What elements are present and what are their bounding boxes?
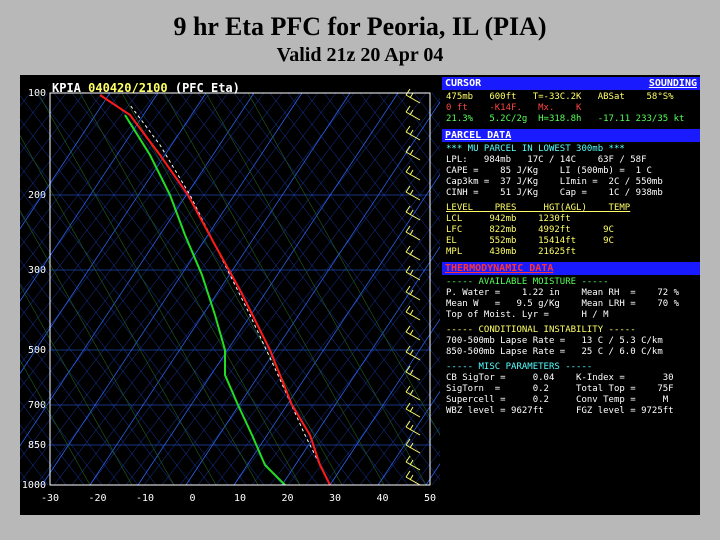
svg-text:-10: -10 (136, 493, 154, 504)
svg-text:850: 850 (28, 440, 46, 451)
cursor-sounding-hdr: CURSOR SOUNDING (442, 77, 700, 90)
svg-text:100: 100 (28, 88, 46, 99)
data-sidebar: CURSOR SOUNDING 475mb 600ft T=-33C.2K AB… (442, 75, 700, 515)
cursor-hdr: CURSOR (445, 78, 481, 89)
skewt-svg: 1002003005007008501000-30-20-10010203040… (20, 75, 440, 515)
svg-text:20: 20 (281, 493, 293, 504)
parcel-hdr: PARCEL DATA (442, 129, 700, 142)
sounding-panel: 1002003005007008501000-30-20-10010203040… (20, 75, 700, 515)
svg-text:10: 10 (234, 493, 246, 504)
svg-text:50: 50 (424, 493, 436, 504)
misc-block: ----- MISC PARAMETERS -----CB SigTor = 0… (442, 360, 700, 419)
svg-text:300: 300 (28, 265, 46, 276)
page-subtitle: Valid 21z 20 Apr 04 (0, 42, 720, 75)
svg-text:-30: -30 (41, 493, 59, 504)
svg-text:1000: 1000 (22, 480, 46, 491)
svg-text:500: 500 (28, 345, 46, 356)
skewt-chart: 1002003005007008501000-30-20-10010203040… (20, 75, 440, 515)
model-label: (PFC Eta) (175, 81, 240, 95)
svg-text:40: 40 (376, 493, 388, 504)
thermo-hdr: THERMODYNAMIC DATA (442, 262, 700, 275)
sounding-hdr: SOUNDING (649, 78, 697, 89)
page-title: 9 hr Eta PFC for Peoria, IL (PIA) (0, 0, 720, 42)
valid-time: 040420/2100 (88, 81, 167, 95)
moisture-block: ----- AVAILABLE MOISTURE -----P. Water =… (442, 275, 700, 323)
svg-text:200: 200 (28, 190, 46, 201)
svg-text:30: 30 (329, 493, 341, 504)
chart-header: KPIA 040420/2100 (PFC Eta) (52, 81, 240, 95)
conditional-block: ----- CONDITIONAL INSTABILITY -----700-5… (442, 323, 700, 360)
svg-text:0: 0 (189, 493, 195, 504)
cursor-block: 475mb 600ft T=-33C.2K ABSat 58°S%0 ft -K… (442, 90, 700, 127)
station-id: KPIA (52, 81, 81, 95)
parcel-block: *** MU PARCEL IN LOWEST 300mb ***LPL: 98… (442, 142, 700, 201)
svg-text:-20: -20 (88, 493, 106, 504)
level-block: LEVEL PRES HGT(AGL) TEMPLCL 942mb 1230ft… (442, 201, 700, 260)
